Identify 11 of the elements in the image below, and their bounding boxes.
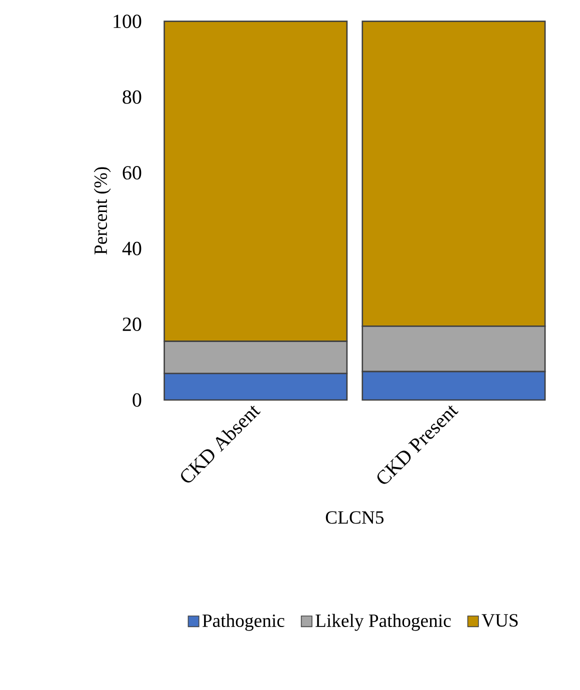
legend-label: Pathogenic <box>202 614 284 631</box>
y-tick-label: 100 <box>114 14 142 28</box>
y-tick-label: 0 <box>132 393 142 407</box>
x-axis-title: CLCN5 <box>326 511 384 524</box>
y-tick-label: 20 <box>122 318 142 332</box>
y-tick-label: 40 <box>122 242 142 256</box>
y-tick-label: 60 <box>122 166 142 180</box>
legend-label: VUS <box>482 614 518 627</box>
legend-label: Likely Pathogenic <box>316 614 451 631</box>
y-tick-label: 80 <box>122 90 142 104</box>
y-axis-title: Percent (%) <box>94 167 111 254</box>
